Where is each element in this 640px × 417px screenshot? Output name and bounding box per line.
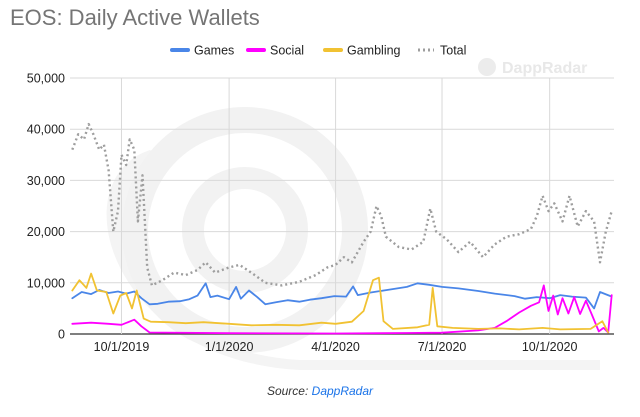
legend-label-gambling: Gambling (347, 44, 401, 58)
chart: DappRadar EOS: Daily Active Wallets Game… (10, 5, 614, 370)
y-tick-label: 20,000 (27, 225, 65, 239)
y-tick-label: 0 (58, 328, 65, 342)
watermark-text: DappRadar (502, 60, 587, 77)
watermark-badge-icon (478, 58, 496, 76)
x-tick-label: 10/1/2020 (522, 340, 578, 354)
y-tick-label: 10,000 (27, 276, 65, 290)
legend: Games Social Gambling Total (170, 44, 466, 58)
chart-title: EOS: Daily Active Wallets (10, 5, 260, 30)
legend-label-total: Total (440, 44, 466, 58)
source-note: Source: DappRadar (0, 384, 640, 398)
x-tick-label: 7/1/2020 (418, 340, 467, 354)
watermark-ring-inner (182, 167, 308, 293)
watermark-logo: DappRadar (106, 58, 600, 370)
series-line-gambling (71, 272, 610, 334)
x-tick-label: 10/1/2019 (94, 340, 150, 354)
y-axis: 0 10,000 20,000 30,000 40,000 50,000 (27, 72, 65, 342)
y-tick-label: 30,000 (27, 174, 65, 188)
legend-label-social: Social (270, 44, 304, 58)
y-tick-label: 50,000 (27, 72, 65, 86)
legend-label-games: Games (194, 44, 234, 58)
x-axis: 10/1/2019 1/1/2020 4/1/2020 7/1/2020 10/1/20… (94, 340, 578, 354)
x-tick-label: 1/1/2020 (205, 340, 254, 354)
series-line-total (71, 122, 613, 287)
y-tick-label: 40,000 (27, 123, 65, 137)
watermark-ring-outer (122, 107, 368, 353)
x-tick-label: 4/1/2020 (311, 340, 360, 354)
series-layer (71, 122, 613, 335)
source-link[interactable]: DappRadar (311, 384, 374, 398)
source-prefix: Source: (266, 384, 312, 398)
series-line-games (71, 282, 612, 310)
series-line-social (71, 284, 613, 335)
